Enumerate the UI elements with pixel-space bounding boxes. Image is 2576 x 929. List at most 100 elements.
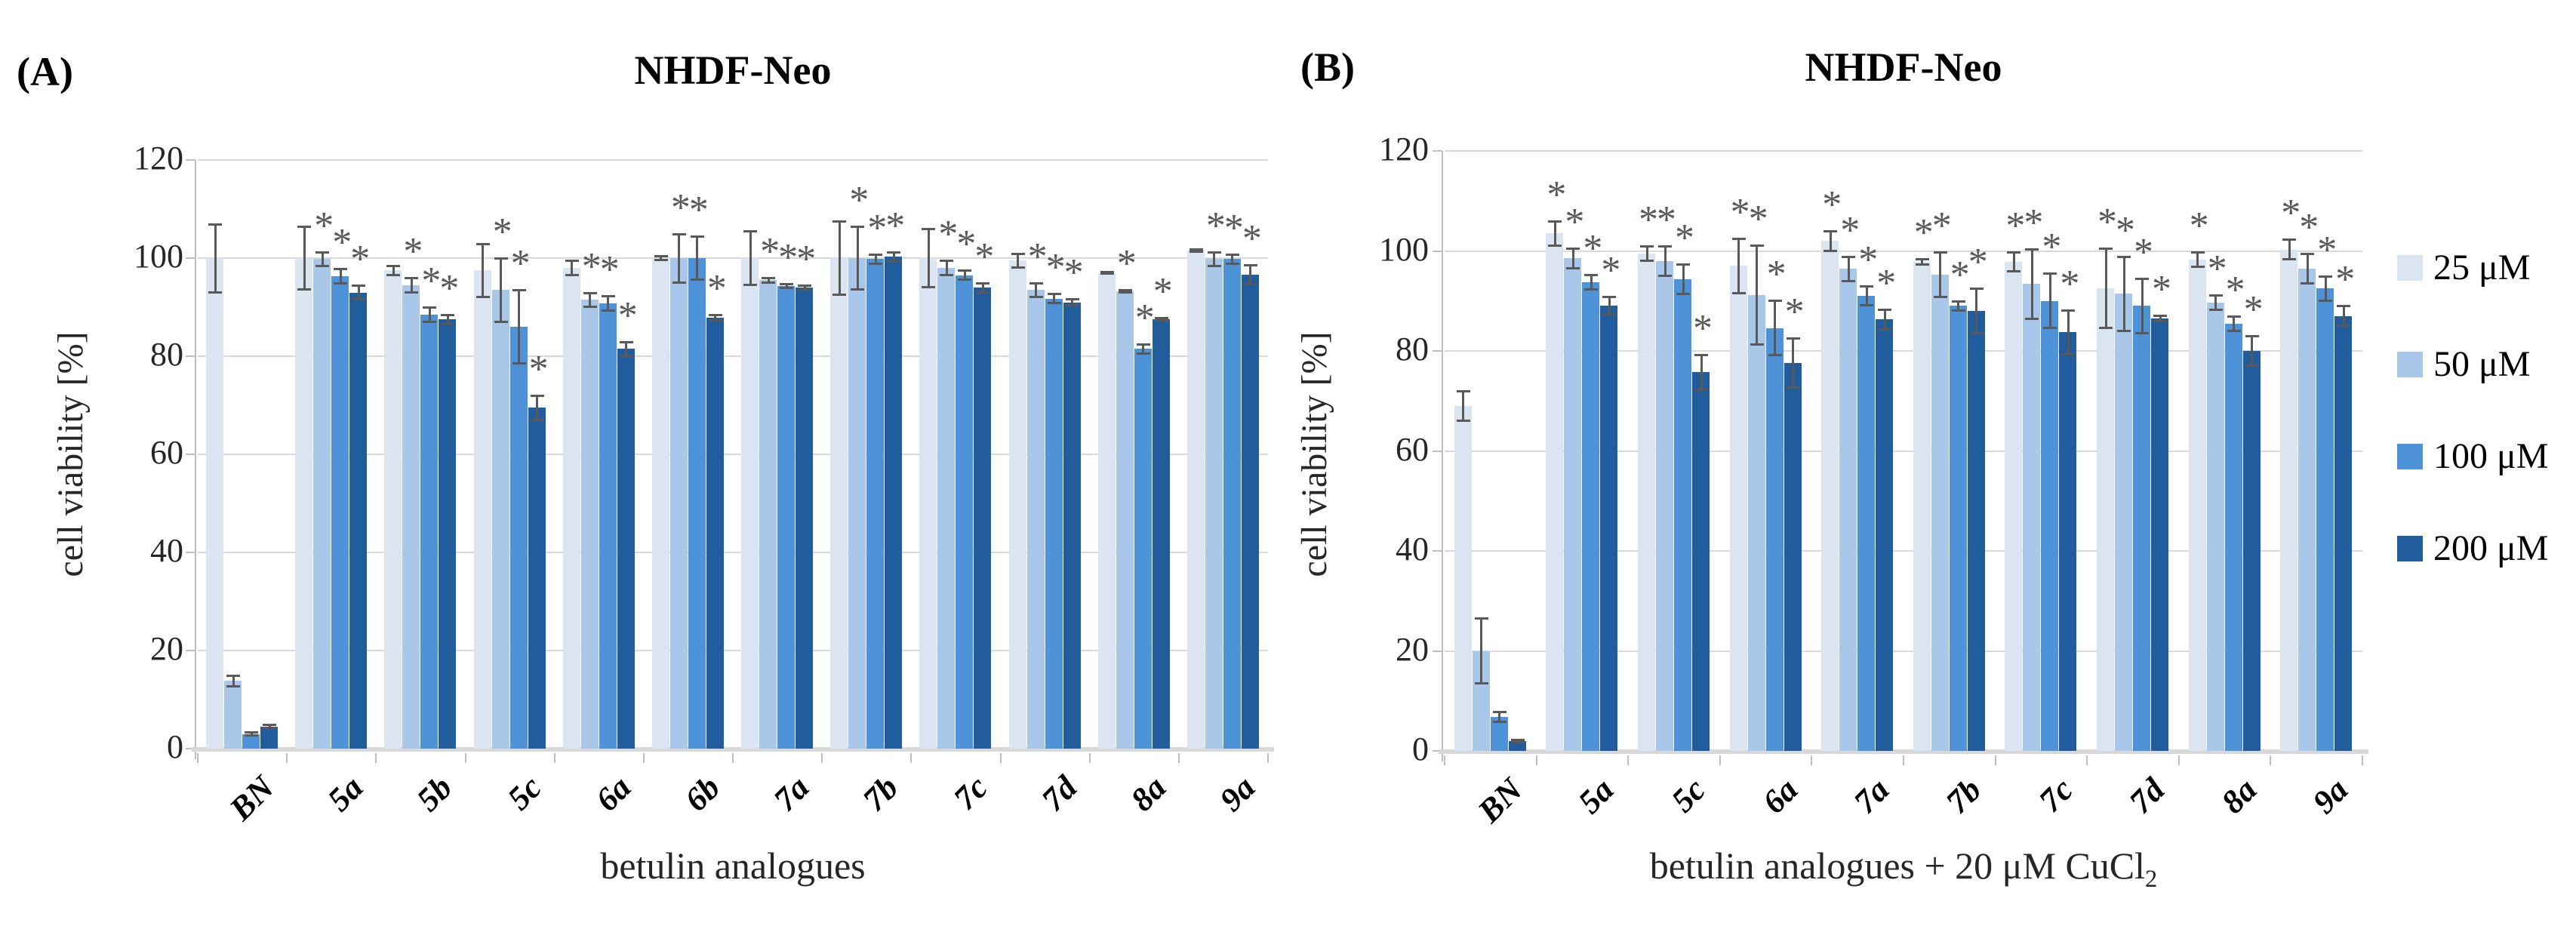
significance-star: * <box>778 235 799 279</box>
y-axis-line <box>195 160 196 759</box>
gridline <box>198 650 1268 651</box>
legend-label-200um: 200 μM <box>2433 528 2549 568</box>
x-tick-mark <box>464 753 466 763</box>
error-bar-cap <box>798 284 812 287</box>
x-tick-mark <box>1719 755 1721 765</box>
error-bar-cap <box>2208 309 2223 312</box>
significance-star: * <box>1027 235 1048 278</box>
bar <box>1508 740 1526 751</box>
error-bar-line <box>838 221 841 295</box>
gridline <box>1445 250 2362 252</box>
significance-star: * <box>885 204 906 248</box>
significance-star: * <box>1840 208 1860 252</box>
significance-star: * <box>2335 258 2356 302</box>
significance-star: * <box>1601 249 1621 293</box>
bar <box>206 258 224 749</box>
error-bar-cap <box>1640 259 1654 262</box>
significance-star: * <box>1968 241 1988 285</box>
bar <box>2224 324 2242 751</box>
x-tick-label: 7d <box>2122 771 2172 821</box>
error-bar-line <box>749 231 752 285</box>
x-tick-mark <box>1267 753 1269 763</box>
y-tick-label: 40 <box>150 532 183 569</box>
error-bar-cap <box>1824 230 1838 232</box>
error-bar-cap <box>2319 299 2333 302</box>
error-bar-cap <box>1731 237 1746 240</box>
x-tick-label: 7a <box>1846 771 1897 821</box>
bar <box>1747 294 1765 751</box>
error-bar-cap <box>2301 281 2315 285</box>
error-bar-cap <box>405 277 419 279</box>
x-tick-label: 5b <box>410 768 460 819</box>
error-bar-cap <box>1029 296 1043 298</box>
y-tick-mark <box>1433 350 1442 352</box>
error-bar-cap <box>565 273 579 276</box>
significance-star: * <box>599 248 620 292</box>
bar <box>1472 651 1490 751</box>
y-tick-label: 0 <box>1412 731 1429 768</box>
error-bar-line <box>392 265 395 275</box>
bar <box>848 258 866 749</box>
significance-star: * <box>1931 205 1952 248</box>
gridline <box>1445 350 2362 352</box>
error-bar-cap <box>2117 255 2131 258</box>
error-bar-line <box>874 254 877 264</box>
error-bar-cap <box>315 265 330 268</box>
error-bar-cap <box>1566 266 1580 269</box>
error-bar-cap <box>1029 281 1043 285</box>
significance-star: * <box>1205 204 1226 248</box>
significance-star: * <box>1242 217 1262 261</box>
significance-star: * <box>1913 211 1934 255</box>
error-bar-cap <box>1207 251 1221 254</box>
bar <box>420 314 439 749</box>
error-bar-cap <box>976 281 990 285</box>
significance-star: * <box>332 221 352 265</box>
error-bar-cap <box>1584 288 1599 291</box>
error-bar-cap <box>798 288 812 291</box>
gridline <box>198 355 1268 357</box>
bar <box>313 259 331 749</box>
significance-star: * <box>1657 198 1676 241</box>
error-bar-cap <box>1786 337 1800 340</box>
error-bar-line <box>607 296 610 311</box>
x-axis-line <box>1439 749 2368 754</box>
error-bar-cap <box>1878 309 1892 311</box>
error-bar-cap <box>654 254 668 257</box>
error-bar-line <box>2306 253 2309 284</box>
error-bar-cap <box>780 287 794 290</box>
error-bar-cap <box>851 288 865 291</box>
x-tick-mark <box>2177 755 2180 765</box>
x-tick-label: 8a <box>1123 768 1174 819</box>
error-bar-cap <box>833 293 847 296</box>
x-tick-mark <box>1444 755 1445 765</box>
x-tick-label: 7c <box>946 768 995 817</box>
x-tick-label: 6a <box>1755 771 1805 821</box>
x-tick-mark <box>1627 755 1630 765</box>
y-tick-label: 100 <box>134 238 183 275</box>
error-bar-cap <box>762 277 776 279</box>
error-bar-cap <box>672 281 686 284</box>
error-bar-cap <box>708 319 722 322</box>
error-bar-line <box>2141 278 2144 334</box>
error-bar-cap <box>833 220 847 223</box>
bar <box>669 258 688 749</box>
error-bar-cap <box>654 259 668 262</box>
error-bar-line <box>2159 315 2162 321</box>
error-bar-line <box>1053 294 1056 304</box>
error-bar-cap <box>1154 319 1168 322</box>
bar <box>439 319 457 749</box>
y-tick-label: 40 <box>1396 531 1429 568</box>
error-bar-line <box>1553 220 1556 246</box>
error-bar-cap <box>226 685 241 688</box>
significance-star: * <box>760 230 780 273</box>
error-bar-cap <box>1510 738 1525 741</box>
y-tick-mark <box>186 748 195 749</box>
error-bar-cap <box>1065 297 1079 300</box>
bar <box>2059 332 2077 751</box>
bar <box>1600 306 1618 751</box>
significance-star: * <box>581 245 602 288</box>
significance-star: * <box>1693 307 1713 351</box>
significance-star: * <box>617 294 638 337</box>
error-bar-line <box>678 233 681 283</box>
